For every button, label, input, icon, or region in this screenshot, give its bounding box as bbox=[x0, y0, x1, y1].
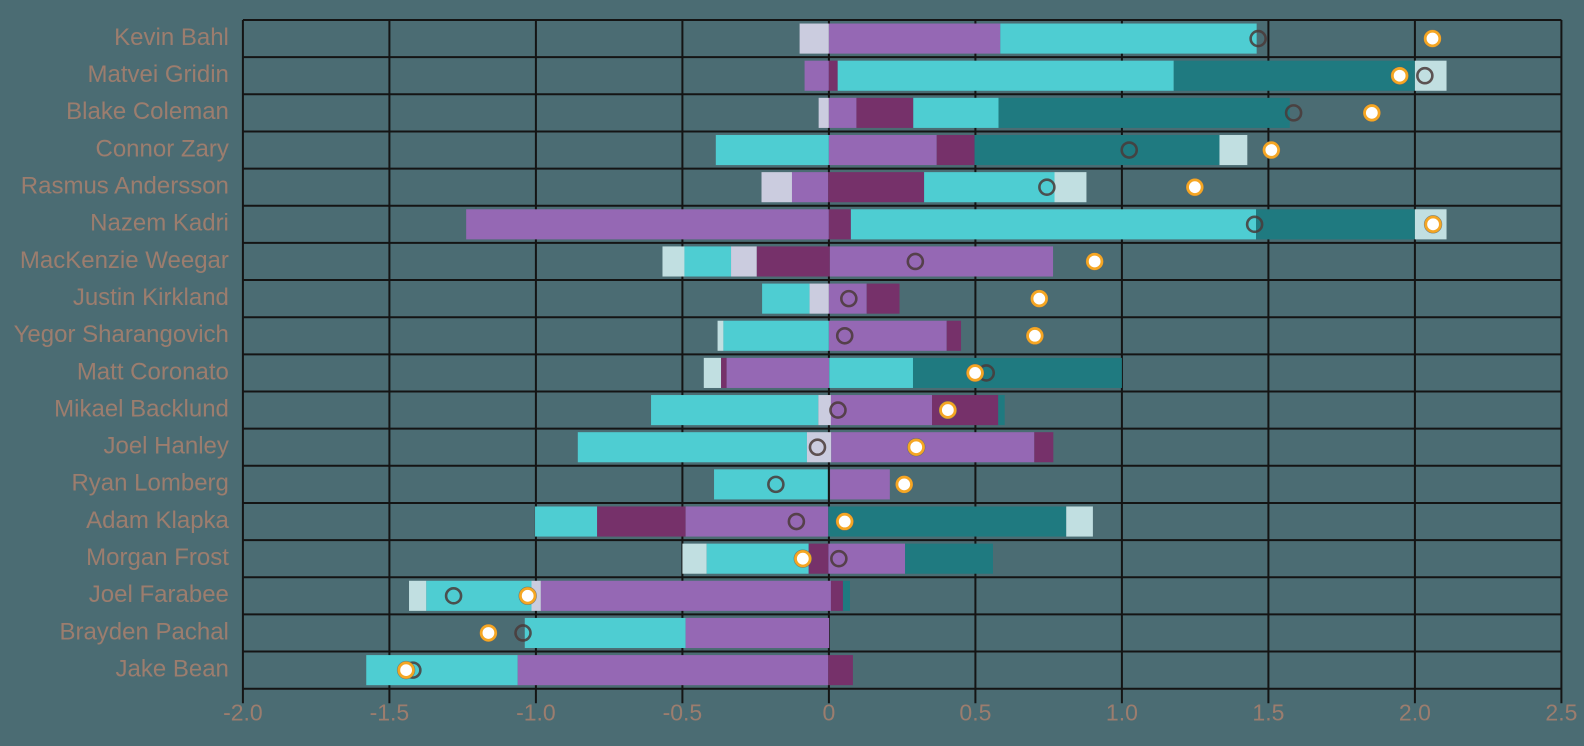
svg-text:Yegor Sharangovich: Yegor Sharangovich bbox=[14, 321, 229, 348]
svg-text:Brayden Pachal: Brayden Pachal bbox=[59, 618, 228, 645]
svg-text:1.5: 1.5 bbox=[1252, 700, 1284, 726]
svg-text:0: 0 bbox=[823, 700, 836, 726]
svg-text:1.0: 1.0 bbox=[1106, 700, 1138, 726]
svg-text:-0.5: -0.5 bbox=[663, 700, 703, 726]
svg-text:Matvei Gridin: Matvei Gridin bbox=[88, 61, 229, 88]
svg-text:Rasmus Andersson: Rasmus Andersson bbox=[21, 173, 229, 200]
svg-text:Nazem Kadri: Nazem Kadri bbox=[90, 210, 229, 237]
svg-text:Joel Hanley: Joel Hanley bbox=[103, 433, 228, 460]
svg-text:Adam Klapka: Adam Klapka bbox=[86, 507, 229, 534]
svg-text:Matt Coronato: Matt Coronato bbox=[77, 358, 229, 385]
svg-text:2.5: 2.5 bbox=[1545, 700, 1577, 726]
svg-text:Kevin Bahl: Kevin Bahl bbox=[114, 24, 229, 51]
svg-text:Blake Coleman: Blake Coleman bbox=[66, 98, 229, 125]
svg-text:Joel Farabee: Joel Farabee bbox=[89, 581, 229, 608]
svg-text:-1.5: -1.5 bbox=[370, 700, 410, 726]
svg-text:Connor Zary: Connor Zary bbox=[96, 135, 229, 162]
svg-text:Jake Bean: Jake Bean bbox=[115, 655, 228, 682]
svg-text:Mikael Backlund: Mikael Backlund bbox=[54, 395, 229, 422]
svg-text:MacKenzie Weegar: MacKenzie Weegar bbox=[20, 247, 229, 274]
svg-text:-2.0: -2.0 bbox=[223, 700, 263, 726]
svg-text:Ryan Lomberg: Ryan Lomberg bbox=[71, 470, 228, 497]
svg-text:Justin Kirkland: Justin Kirkland bbox=[73, 284, 229, 311]
svg-text:0.5: 0.5 bbox=[959, 700, 991, 726]
svg-text:2.0: 2.0 bbox=[1399, 700, 1431, 726]
svg-text:Morgan Frost: Morgan Frost bbox=[86, 544, 229, 571]
svg-text:-1.0: -1.0 bbox=[516, 700, 556, 726]
